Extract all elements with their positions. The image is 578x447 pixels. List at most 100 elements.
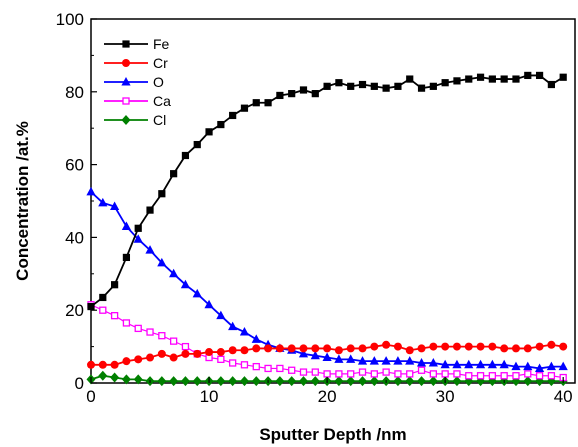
data-point-cl: [393, 376, 403, 387]
data-point-o: [440, 359, 450, 369]
x-tick-label: 10: [200, 387, 219, 406]
data-point-ca: [252, 362, 260, 371]
legend-label: O: [153, 74, 164, 90]
data-point-fe: [205, 128, 213, 136]
data-point-ca: [347, 370, 355, 378]
data-point-fe: [358, 80, 367, 89]
data-point-fe: [500, 75, 508, 83]
data-point-ca: [240, 361, 249, 369]
data-point-o: [216, 310, 226, 320]
data-point-cr: [110, 360, 119, 369]
data-point-o: [239, 327, 250, 336]
data-point-o: [428, 357, 438, 367]
legend-item-fe: Fe: [104, 36, 170, 52]
data-point-ca: [512, 372, 520, 380]
y-axis-title: Concentration /at.%: [13, 121, 32, 281]
data-point-ca: [181, 342, 190, 351]
data-point-fe: [170, 170, 178, 178]
data-point-ca: [122, 319, 131, 327]
data-point-o: [192, 288, 202, 298]
data-point-cl: [287, 376, 297, 387]
y-tick-label: 60: [65, 156, 84, 175]
data-point-cl: [428, 376, 438, 387]
y-tick-label: 40: [65, 228, 84, 247]
data-point-cr: [169, 353, 178, 362]
data-point-cr: [452, 342, 461, 351]
data-point-cr: [429, 342, 438, 351]
data-point-o: [499, 359, 509, 369]
data-point-cr: [523, 344, 532, 353]
data-point-o: [546, 361, 556, 371]
data-point-cr: [193, 349, 202, 358]
data-point-ca: [441, 370, 449, 378]
legend-marker: [121, 115, 131, 125]
data-point-cr: [228, 346, 237, 355]
data-point-cl: [228, 376, 238, 387]
data-point-ca: [453, 370, 461, 378]
y-tick-label: 100: [56, 10, 84, 29]
data-point-ca: [335, 370, 343, 378]
data-point-o: [346, 354, 356, 363]
data-point-fe: [134, 224, 142, 232]
data-point-cr: [240, 346, 249, 355]
data-point-ca: [229, 359, 237, 367]
data-point-cl: [346, 376, 356, 387]
data-point-cr: [98, 360, 107, 369]
data-point-cl: [110, 372, 120, 383]
data-point-ca: [299, 368, 308, 376]
data-point-ca: [535, 372, 544, 380]
data-point-o: [157, 257, 167, 267]
data-point-cl: [405, 376, 415, 387]
data-point-cl: [121, 374, 131, 385]
data-point-o: [452, 359, 462, 369]
legend-item-cr: Cr: [104, 55, 168, 71]
y-tick-label: 80: [65, 83, 84, 102]
data-point-fe: [311, 90, 319, 98]
data-point-fe: [335, 79, 343, 87]
data-point-o: [86, 186, 96, 196]
x-tick-label: 20: [318, 387, 337, 406]
data-point-cr: [287, 344, 296, 353]
series-line-o: [90, 191, 564, 370]
data-point-o: [251, 334, 261, 343]
data-point-o: [464, 359, 474, 369]
data-point-cl: [216, 376, 226, 387]
data-point-cr: [382, 340, 391, 349]
data-point-ca: [500, 372, 508, 380]
data-point-cr: [323, 344, 332, 353]
data-point-ca: [417, 366, 426, 374]
data-point-o: [416, 357, 427, 367]
x-tick-label: 40: [554, 387, 573, 406]
series-ca: [87, 301, 567, 382]
data-point-ca: [311, 368, 319, 376]
data-point-o: [511, 361, 521, 371]
data-point-cr: [146, 353, 155, 362]
data-point-fe: [99, 293, 107, 302]
data-point-o: [133, 234, 143, 243]
data-point-cr: [205, 348, 214, 357]
data-point-o: [204, 299, 214, 309]
data-point-o: [534, 363, 545, 372]
data-point-cr: [393, 342, 402, 351]
data-point-cr: [216, 348, 225, 357]
data-point-cr: [346, 344, 355, 353]
data-point-ca: [134, 324, 142, 333]
data-point-cl: [133, 374, 143, 385]
data-point-o: [228, 321, 238, 331]
data-point-ca: [323, 370, 331, 378]
data-point-cl: [334, 376, 344, 387]
data-point-fe: [122, 253, 131, 262]
x-axis-title: Sputter Depth /nm: [259, 425, 406, 444]
data-point-ca: [276, 364, 284, 373]
data-point-fe: [488, 75, 496, 83]
data-point-cr: [417, 344, 426, 353]
data-point-fe: [87, 302, 95, 311]
data-point-o: [334, 354, 344, 363]
data-point-cr: [358, 344, 367, 353]
data-point-fe: [417, 84, 426, 92]
data-point-cl: [98, 370, 108, 381]
data-point-fe: [535, 71, 544, 80]
data-point-ca: [158, 332, 166, 340]
legend-marker: [121, 77, 131, 86]
